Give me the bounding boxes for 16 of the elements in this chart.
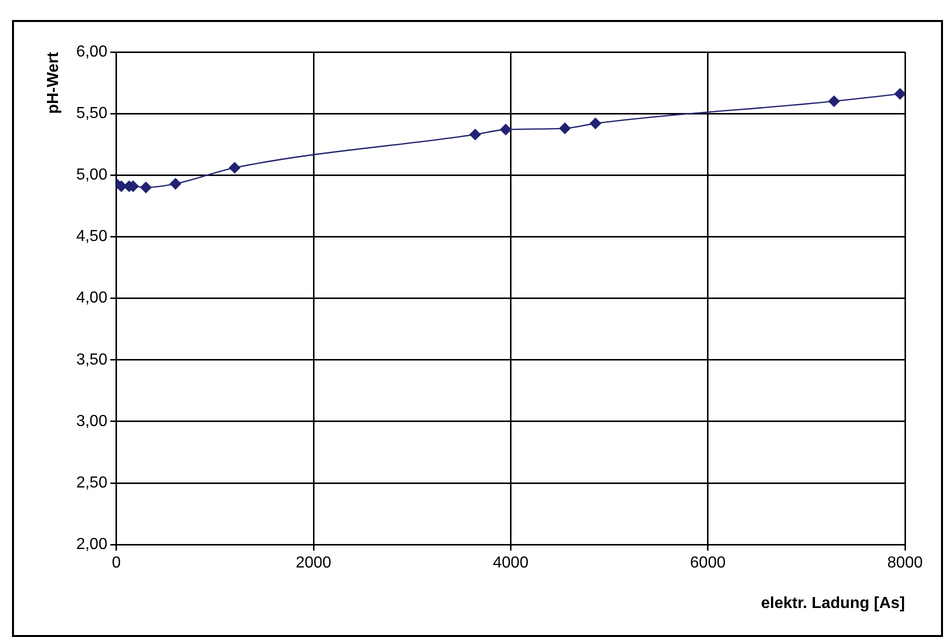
x-tick-label: 4000 [492, 554, 529, 572]
y-tick-label: 4,00 [76, 290, 108, 307]
y-tick-label: 3,00 [76, 412, 108, 430]
y-axis-title: pH-Wert [45, 51, 62, 114]
x-tick-label: 0 [112, 554, 121, 572]
y-tick-label: 2,50 [76, 474, 108, 492]
y-tick-label: 4,50 [76, 228, 108, 246]
y-tick-label: 3,50 [76, 351, 108, 368]
y-tick-label: 5,00 [76, 166, 108, 184]
x-tick-label: 8000 [887, 554, 923, 572]
x-axis-title: elektr. Ladung [As] [760, 594, 905, 612]
y-tick-label: 6,00 [76, 43, 108, 60]
x-tick-label: 6000 [690, 554, 726, 572]
y-tick-label: 5,50 [76, 104, 108, 122]
x-tick-label: 2000 [296, 554, 332, 572]
y-tick-label: 2,00 [76, 536, 108, 554]
